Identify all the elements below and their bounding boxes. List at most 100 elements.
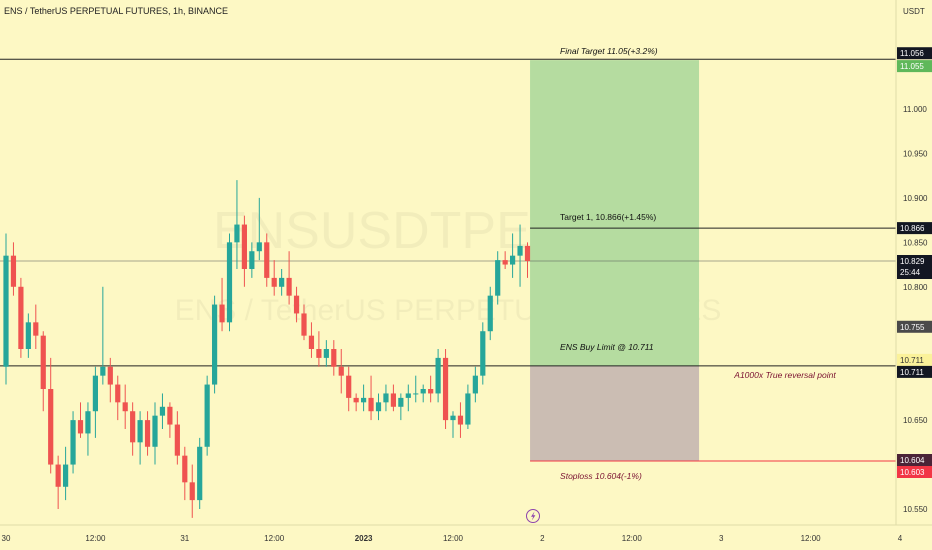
candle-body [167, 406, 173, 425]
price-tag-label: 11.055 [900, 62, 924, 71]
candle-body [316, 349, 322, 358]
time-tick-label: 3 [719, 534, 724, 543]
candle-body [420, 389, 426, 394]
lightning-icon[interactable] [526, 509, 540, 523]
price-tag-label: 10.711 [900, 356, 924, 365]
candle-body [346, 375, 352, 398]
candle-body [10, 255, 17, 287]
time-tick-label: 4 [898, 534, 903, 543]
target-zone[interactable] [530, 60, 700, 366]
candle-body [92, 375, 98, 412]
currency-label: USDT [903, 7, 925, 16]
candle-body [271, 277, 277, 287]
price-axis[interactable]: 11.000 10.950 10.900 10.850 10.800 10.650 10.6… [903, 105, 928, 514]
price-tick-label: 10.800 [903, 283, 928, 292]
candle-body [249, 251, 255, 269]
candle-body [3, 255, 9, 367]
stop-zone[interactable] [530, 365, 700, 461]
candle-body [442, 357, 449, 421]
price-tag-label: 10.604 [900, 456, 925, 465]
candle-body [286, 277, 292, 296]
candle-body [308, 335, 315, 349]
price-tag-box [897, 454, 932, 466]
candle-body [398, 397, 404, 407]
time-tick-label: 31 [180, 534, 189, 543]
candle-body [413, 393, 419, 395]
price-tag-box [897, 466, 932, 478]
candle-body [368, 397, 374, 412]
candle-body [428, 389, 434, 394]
candles-group [3, 180, 531, 518]
candle-body [338, 366, 344, 376]
candle-body [375, 402, 382, 412]
price-tag-label: 11.056 [900, 49, 924, 58]
candle-body [159, 406, 166, 416]
candle-body [189, 482, 195, 501]
time-tick-label: 12:00 [85, 534, 106, 543]
candle-body [182, 455, 188, 483]
candle-body [174, 424, 180, 456]
candle-body [152, 415, 158, 447]
candle-body [465, 393, 471, 425]
reversal-annotation: A1000x True reversal point [733, 370, 836, 380]
buy-limit-label: ENS Buy Limit @ 10.711 [560, 342, 654, 352]
candle-body [279, 277, 285, 287]
candle-body [241, 224, 247, 269]
price-tag-label: 10.866 [900, 224, 925, 233]
candle-body [323, 349, 329, 358]
price-tick-label: 10.900 [903, 194, 928, 203]
candle-body [510, 255, 516, 265]
price-tick-label: 10.850 [903, 238, 928, 247]
candle-body [495, 260, 501, 296]
candle-body [197, 446, 203, 501]
price-tag-box [897, 255, 932, 279]
candle-body [301, 313, 307, 336]
stoploss-label: Stoploss 10.604(-1%) [560, 471, 642, 481]
candle-body [383, 393, 389, 403]
price-tag-box [897, 222, 932, 235]
candle-body [457, 415, 464, 425]
price-tag-label: 10.603 [900, 468, 925, 477]
price-tags: 11.056 11.055 10.866 10.829 25:44 10.755 10.71… [897, 47, 932, 478]
candle-body [390, 393, 396, 407]
candle-body [450, 415, 456, 421]
candle-body [122, 402, 128, 412]
candle-body [100, 366, 106, 376]
time-tick-label: 2023 [355, 534, 373, 543]
candle-body [204, 384, 210, 447]
candle-body [353, 397, 359, 403]
time-axis[interactable]: 30 12:00 31 12:00 2023 12:00 2 12:00 3 12:00 4 [2, 534, 903, 543]
price-countdown: 25:44 [900, 268, 921, 277]
candle-body [331, 349, 337, 367]
candle-body [137, 420, 143, 443]
candle-body [212, 304, 218, 385]
price-tick-label: 10.950 [903, 149, 928, 158]
candle-body [18, 286, 24, 349]
candle-body [115, 384, 121, 403]
candle-body [219, 304, 225, 323]
price-tick-label: 10.550 [903, 505, 928, 514]
price-tag-box [897, 353, 932, 366]
chart-title: ENS / TetherUS PERPETUAL FUTURES, 1h, BI… [4, 6, 228, 16]
time-tick-label: 12:00 [443, 534, 464, 543]
candle-body [502, 260, 508, 265]
candle-body [361, 397, 367, 403]
candle-body [293, 295, 300, 314]
price-tag-label: 10.711 [900, 368, 924, 377]
candle-body [33, 322, 39, 336]
candle-body [144, 420, 151, 447]
time-tick-label: 12:00 [264, 534, 285, 543]
price-tag-box [897, 320, 932, 333]
candle-body [85, 411, 91, 434]
price-tick-label: 10.650 [903, 416, 928, 425]
price-tag-label: 10.755 [900, 323, 925, 332]
time-tick-label: 2 [540, 534, 545, 543]
candle-body [25, 322, 31, 349]
price-tag-box [897, 47, 932, 60]
candle-body [264, 242, 270, 278]
candle-body [77, 420, 84, 434]
candle-body [517, 245, 523, 256]
candle-body [472, 375, 478, 394]
candle-body [55, 464, 61, 487]
